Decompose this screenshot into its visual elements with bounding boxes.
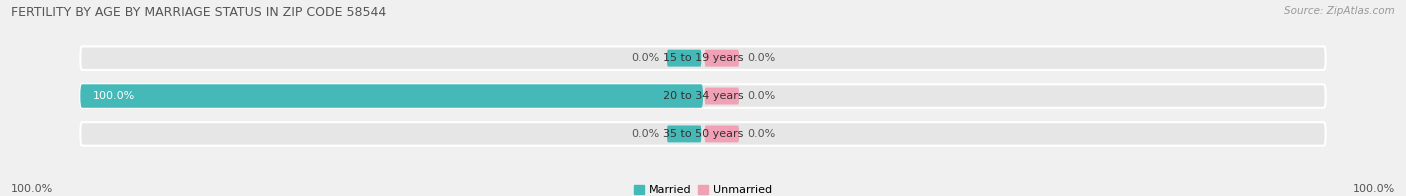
FancyBboxPatch shape — [704, 50, 740, 67]
Text: 0.0%: 0.0% — [631, 129, 659, 139]
Text: 20 to 34 years: 20 to 34 years — [662, 91, 744, 101]
Text: 0.0%: 0.0% — [631, 53, 659, 63]
FancyBboxPatch shape — [704, 88, 740, 104]
FancyBboxPatch shape — [80, 46, 1326, 70]
Text: 35 to 50 years: 35 to 50 years — [662, 129, 744, 139]
Text: 100.0%: 100.0% — [1353, 184, 1395, 194]
Text: 15 to 19 years: 15 to 19 years — [662, 53, 744, 63]
FancyBboxPatch shape — [80, 84, 703, 108]
FancyBboxPatch shape — [80, 122, 1326, 146]
Text: 100.0%: 100.0% — [93, 91, 135, 101]
FancyBboxPatch shape — [666, 88, 702, 104]
FancyBboxPatch shape — [80, 84, 1326, 108]
Text: 100.0%: 100.0% — [11, 184, 53, 194]
Text: 0.0%: 0.0% — [747, 129, 775, 139]
Text: 0.0%: 0.0% — [747, 53, 775, 63]
Legend: Married, Unmarried: Married, Unmarried — [634, 185, 772, 195]
Text: Source: ZipAtlas.com: Source: ZipAtlas.com — [1284, 6, 1395, 16]
FancyBboxPatch shape — [666, 50, 702, 67]
FancyBboxPatch shape — [704, 125, 740, 142]
Text: 0.0%: 0.0% — [747, 91, 775, 101]
Text: FERTILITY BY AGE BY MARRIAGE STATUS IN ZIP CODE 58544: FERTILITY BY AGE BY MARRIAGE STATUS IN Z… — [11, 6, 387, 19]
FancyBboxPatch shape — [666, 125, 702, 142]
